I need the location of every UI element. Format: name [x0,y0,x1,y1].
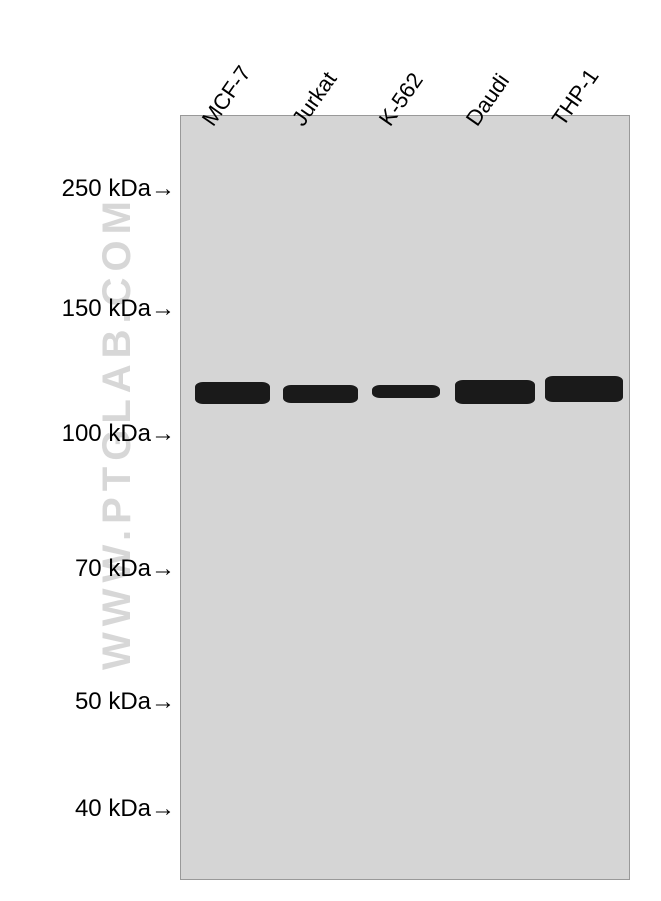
marker-label: 40 kDa→ [75,795,175,823]
blot-band [545,376,623,402]
western-blot-figure: { "figure": { "type": "western-blot", "w… [0,0,661,901]
marker-label: 250 kDa→ [62,175,175,203]
marker-label: 150 kDa→ [62,295,175,323]
marker-label: 50 kDa→ [75,688,175,716]
blot-band [372,385,440,398]
marker-label: 70 kDa→ [75,555,175,583]
blot-band [455,380,535,404]
blot-membrane [180,115,630,880]
blot-band [195,382,270,404]
marker-label: 100 kDa→ [62,420,175,448]
blot-band [283,385,358,403]
